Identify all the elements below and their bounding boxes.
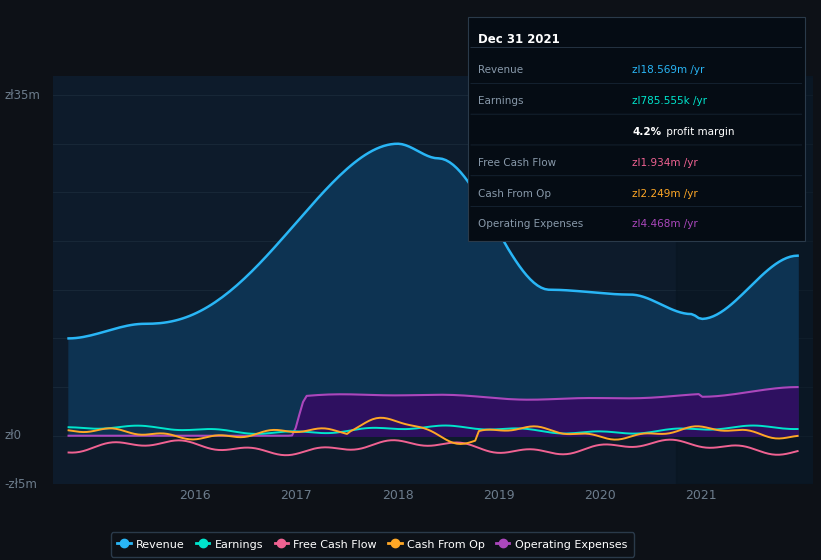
Text: zł35m: zł35m [4, 88, 40, 101]
Text: -zł5m: -zł5m [4, 478, 37, 491]
Text: Earnings: Earnings [478, 96, 523, 106]
Text: Free Cash Flow: Free Cash Flow [478, 158, 556, 168]
Text: 4.2%: 4.2% [632, 127, 661, 137]
Text: zl1.934m /yr: zl1.934m /yr [632, 158, 698, 168]
Text: Cash From Op: Cash From Op [478, 189, 551, 199]
Bar [676, 76, 821, 484]
Text: zl785.555k /yr: zl785.555k /yr [632, 96, 707, 106]
Legend: Revenue, Earnings, Free Cash Flow, Cash From Op, Operating Expenses: Revenue, Earnings, Free Cash Flow, Cash … [111, 533, 634, 557]
Text: Dec 31 2021: Dec 31 2021 [478, 32, 560, 46]
Text: zl18.569m /yr: zl18.569m /yr [632, 66, 704, 76]
Text: profit margin: profit margin [663, 127, 735, 137]
Text: zl2.249m /yr: zl2.249m /yr [632, 189, 698, 199]
Text: zl4.468m /yr: zl4.468m /yr [632, 220, 698, 230]
Text: Revenue: Revenue [478, 66, 523, 76]
Text: Operating Expenses: Operating Expenses [478, 220, 583, 230]
Text: zł0: zł0 [4, 429, 21, 442]
